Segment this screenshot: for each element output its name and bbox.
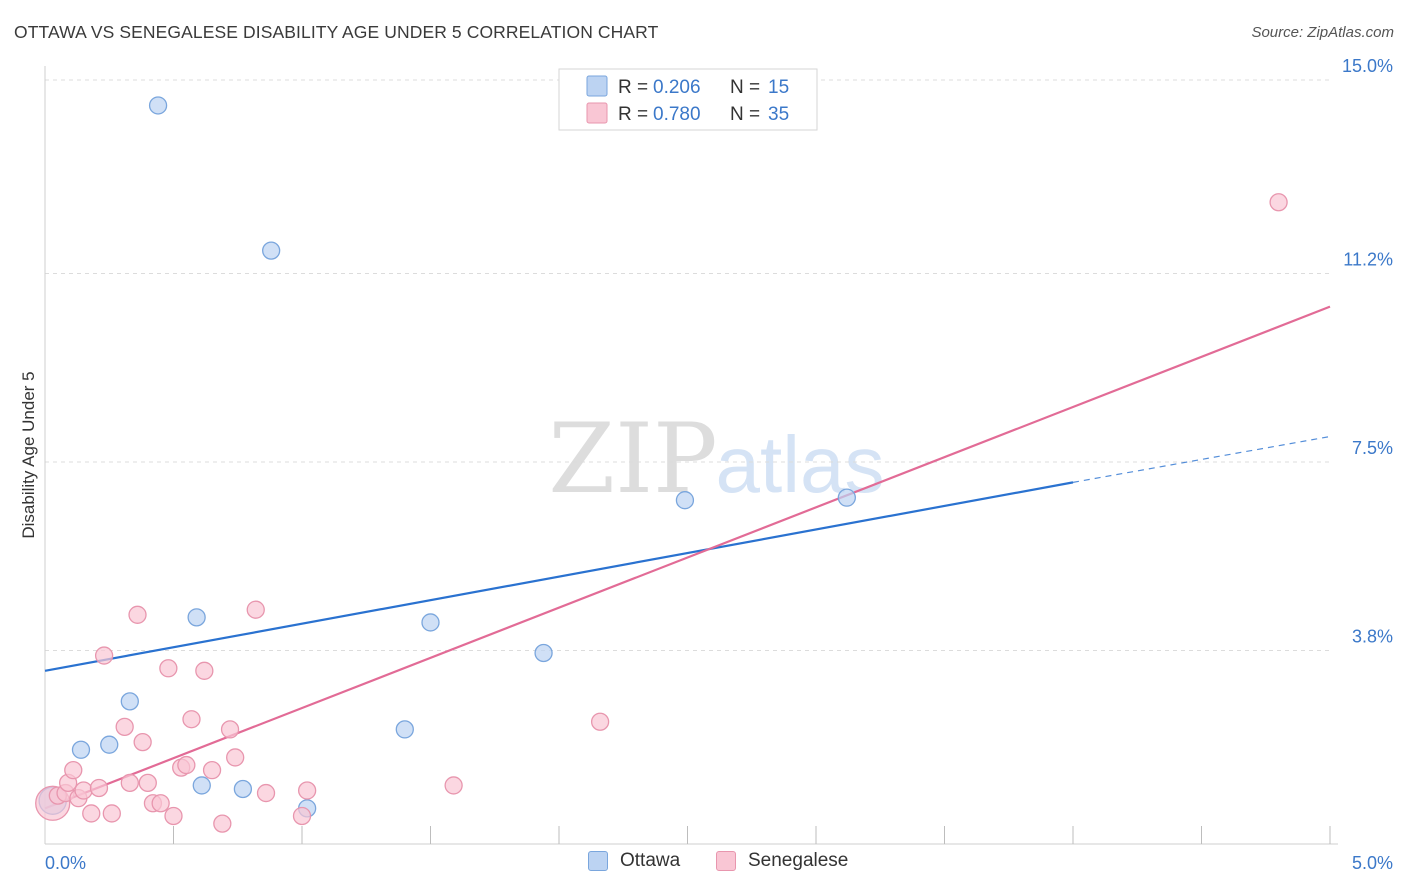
senegalese-point (220, 720, 240, 739)
ottawa-point (421, 613, 440, 632)
ottawa-point (233, 779, 253, 799)
senegalese-point (89, 778, 109, 798)
senegalese-point (128, 605, 147, 624)
senegalese-point (182, 710, 201, 729)
y-tick-label: 11.2% (1343, 250, 1393, 270)
bottom-legend-senegalese-label: Senegalese (748, 850, 849, 871)
legend-ottawa-n-value: 15 (768, 77, 789, 98)
senegalese-point (120, 773, 139, 793)
senegalese-point (292, 806, 312, 826)
senegalese-point (590, 712, 610, 731)
senegalese-point (159, 659, 178, 678)
source-label: Source: ZipAtlas.com (1251, 24, 1394, 41)
x-tick-label: 0.0% (45, 853, 86, 873)
axis-layer: 3.8% 7.5% 11.2% 15.0% 0.0% 5.0% (44, 56, 1393, 873)
senegalese-point (164, 806, 183, 826)
senegalese-trend-line (44, 305, 1331, 810)
bottom-legend: Ottawa Senegalese (0, 850, 1406, 878)
senegalese-point (202, 760, 222, 780)
legend-ottawa-swatch (586, 75, 608, 97)
bottom-legend-ottawa-label: Ottawa (620, 850, 681, 871)
senegalese-point (297, 781, 317, 800)
senegalese-point (213, 814, 232, 833)
legend: R = 0.206 N = 15 R = 0.780 N = 35 (558, 68, 818, 131)
senegalese-point (115, 717, 134, 737)
y-tick-label: 15.0% (1342, 56, 1393, 76)
ottawa-trend-line (44, 481, 1074, 672)
senegalese-point (94, 646, 114, 665)
watermark-atlas: atlas (716, 420, 885, 509)
legend-senegalese-r-label: R = (618, 104, 648, 125)
bottom-legend-senegalese-swatch (716, 851, 736, 871)
grid-layer (45, 79, 1330, 651)
ottawa-point (395, 720, 414, 739)
bottom-legend-senegalese: Senegalese (716, 850, 848, 872)
x-tick-label: 5.0% (1352, 853, 1393, 873)
ottawa-point (120, 692, 139, 711)
senegalese-point (444, 776, 463, 795)
senegalese-point (246, 600, 265, 619)
y-tick-label: 7.5% (1352, 438, 1393, 458)
ottawa-point (837, 488, 856, 507)
senegalese-point (256, 783, 276, 803)
senegalese-point (102, 804, 121, 823)
legend-senegalese-n-label: N = (730, 104, 760, 125)
senegalese-point (82, 804, 101, 823)
senegalese-point (1269, 193, 1288, 212)
point-layer (35, 96, 1288, 833)
ottawa-point (71, 740, 91, 759)
senegalese-point (74, 781, 93, 800)
senegalese-point (138, 773, 157, 793)
ottawa-point (100, 735, 119, 754)
bottom-legend-ottawa-swatch (588, 851, 608, 871)
y-axis-label: Disability Age Under 5 (19, 371, 38, 538)
legend-ottawa-r-label: R = (618, 77, 648, 98)
chart-title: OTTAWA VS SENEGALESE DISABILITY AGE UNDE… (14, 22, 659, 42)
bottom-legend-ottawa: Ottawa (588, 850, 680, 872)
senegalese-point (226, 748, 245, 767)
ottawa-point (262, 241, 281, 260)
senegalese-point (133, 732, 152, 752)
ottawa-point (534, 643, 553, 663)
ottawa-trend-extension (1072, 435, 1331, 483)
y-tick-label: 3.8% (1352, 626, 1393, 646)
ottawa-point (187, 608, 206, 627)
legend-senegalese-r-value: 0.780 (653, 104, 701, 125)
trend-layer (44, 305, 1331, 810)
ottawa-point (148, 96, 168, 115)
legend-senegalese-n-value: 35 (768, 104, 789, 125)
senegalese-point (151, 794, 170, 813)
senegalese-point (64, 760, 83, 780)
ottawa-point (675, 491, 695, 510)
legend-ottawa-r-value: 0.206 (653, 77, 701, 98)
ottawa-point (192, 776, 211, 795)
senegalese-point (195, 661, 214, 680)
senegalese-point (177, 755, 196, 775)
legend-senegalese-swatch (586, 102, 608, 124)
legend-ottawa-n-label: N = (730, 77, 760, 98)
